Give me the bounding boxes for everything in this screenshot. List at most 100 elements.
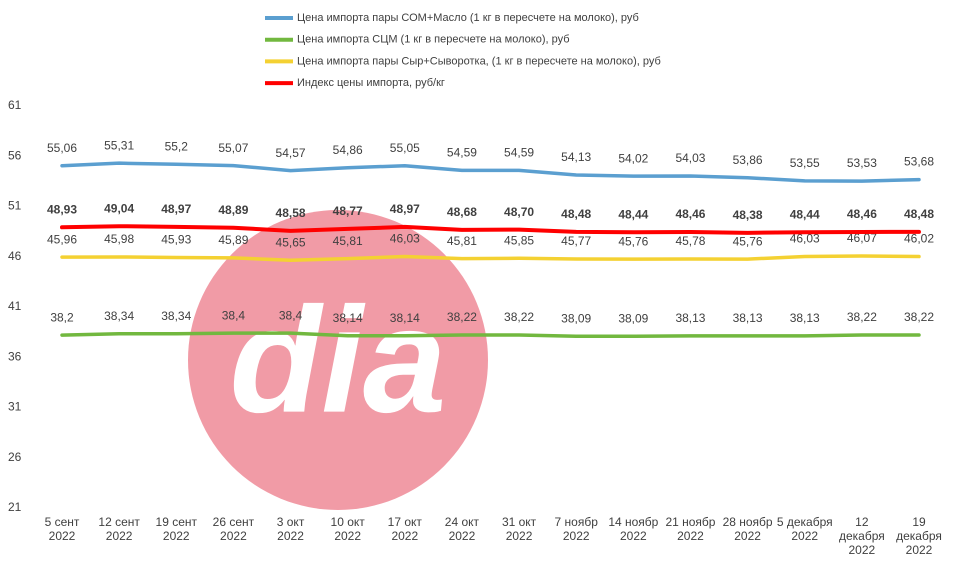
value-label: 48,38 xyxy=(733,208,763,222)
x-tick-line: 2022 xyxy=(334,529,361,543)
x-tick-line: 19 сент xyxy=(156,515,198,529)
x-tick-line: 31 окт xyxy=(502,515,537,529)
x-tick-line: 2022 xyxy=(620,529,647,543)
x-tick-label: 17 окт 2022 xyxy=(388,515,423,543)
x-tick-line: декабря xyxy=(896,529,942,543)
value-label: 48,97 xyxy=(161,202,191,216)
value-label: 46,07 xyxy=(847,231,877,245)
x-tick-line: декабря xyxy=(839,529,885,543)
x-tick-line: 2022 xyxy=(906,543,933,557)
value-label: 38,09 xyxy=(561,311,591,325)
x-tick-label: 31 окт 2022 xyxy=(502,515,537,543)
y-tick-label: 41 xyxy=(8,299,22,313)
value-label: 48,97 xyxy=(390,202,420,216)
x-tick-label: 10 окт 2022 xyxy=(331,515,366,543)
x-tick-line: 10 окт xyxy=(331,515,366,529)
value-label: 45,93 xyxy=(161,233,191,247)
value-label: 55,05 xyxy=(390,141,420,155)
y-tick-label: 46 xyxy=(8,249,22,263)
value-label: 55,2 xyxy=(165,139,189,153)
x-tick-label: 14 ноябр 2022 xyxy=(608,515,658,543)
x-tick-label: 12 сент 2022 xyxy=(98,515,140,543)
x-tick-label: 19 декабря 2022 xyxy=(896,515,942,557)
value-label: 54,57 xyxy=(276,146,306,160)
value-label: 38,13 xyxy=(675,311,705,325)
value-label: 38,14 xyxy=(390,311,420,325)
x-tick-line: 2022 xyxy=(220,529,247,543)
x-tick-line: 2022 xyxy=(506,529,533,543)
series-line xyxy=(60,161,921,183)
value-label: 53,86 xyxy=(733,153,763,167)
y-tick-label: 36 xyxy=(8,349,22,363)
legend-label: Цена импорта СЦМ (1 кг в пересчете на мо… xyxy=(297,34,570,46)
x-tick-line: 2022 xyxy=(849,543,876,557)
x-tick-line: 5 декабря xyxy=(777,515,833,529)
value-label: 38,34 xyxy=(104,309,134,323)
x-tick-line: 5 сент xyxy=(45,515,80,529)
x-tick-line: 12 сент xyxy=(98,515,140,529)
value-label: 38,13 xyxy=(733,311,763,325)
x-tick-label: 12 декабря 2022 xyxy=(839,515,885,557)
value-label: 38,22 xyxy=(847,310,877,324)
value-label: 54,59 xyxy=(447,146,477,160)
x-tick-line: 2022 xyxy=(163,529,190,543)
value-label: 54,13 xyxy=(561,150,591,164)
value-label: 48,77 xyxy=(333,204,363,218)
value-label: 38,4 xyxy=(222,308,246,322)
x-tick-label: 28 ноябр 2022 xyxy=(723,515,773,543)
value-label: 54,03 xyxy=(675,151,705,165)
value-label: 38,14 xyxy=(333,311,363,325)
x-tick-line: 2022 xyxy=(277,529,304,543)
value-label: 45,65 xyxy=(276,235,306,249)
value-label: 38,22 xyxy=(447,310,477,324)
value-label: 45,76 xyxy=(618,234,648,248)
x-tick-line: 24 окт xyxy=(445,515,480,529)
watermark-circle xyxy=(188,210,488,510)
y-tick-label: 21 xyxy=(8,500,22,514)
value-label: 55,31 xyxy=(104,138,134,152)
value-label: 38,22 xyxy=(504,310,534,324)
x-tick-label: 19 сент 2022 xyxy=(156,515,198,543)
value-label: 54,86 xyxy=(333,143,363,157)
value-label: 48,70 xyxy=(504,205,534,219)
x-tick-line: 28 ноябр xyxy=(723,515,773,529)
x-tick-line: 2022 xyxy=(49,529,76,543)
y-tick-label: 61 xyxy=(8,98,22,112)
value-label: 38,4 xyxy=(279,308,303,322)
x-tick-line: 2022 xyxy=(563,529,590,543)
value-label: 54,59 xyxy=(504,146,534,160)
x-tick-label: 7 ноябр 2022 xyxy=(555,515,599,543)
value-label: 45,81 xyxy=(447,234,477,248)
x-tick-label: 3 окт 2022 xyxy=(277,515,305,543)
x-tick-line: 2022 xyxy=(677,529,704,543)
y-tick-label: 56 xyxy=(8,148,22,162)
value-label: 53,55 xyxy=(790,156,820,170)
value-label: 45,85 xyxy=(504,233,534,247)
legend-label: Цена импорта пары СОМ+Масло (1 кг в пере… xyxy=(297,12,639,24)
value-label: 48,44 xyxy=(790,207,820,221)
value-label: 46,03 xyxy=(390,232,420,246)
x-tick-line: 26 сент xyxy=(213,515,255,529)
value-label: 48,58 xyxy=(276,206,306,220)
legend-label: Индекс цены импорта, руб/кг xyxy=(297,77,445,89)
x-tick-label: 24 окт 2022 xyxy=(445,515,480,543)
x-tick-line: 2022 xyxy=(106,529,133,543)
x-tick-line: 17 окт xyxy=(388,515,423,529)
value-label: 45,76 xyxy=(733,234,763,248)
value-label: 54,02 xyxy=(618,151,648,165)
value-label: 45,78 xyxy=(675,234,705,248)
value-label: 53,53 xyxy=(847,156,877,170)
x-tick-line: 21 ноябр xyxy=(665,515,715,529)
x-tick-label: 26 сент 2022 xyxy=(213,515,255,543)
x-tick-label: 5 декабря 2022 xyxy=(777,515,833,543)
y-tick-label: 26 xyxy=(8,450,22,464)
value-label: 46,02 xyxy=(904,232,934,246)
value-label: 45,77 xyxy=(561,234,591,248)
series-line xyxy=(60,331,921,338)
value-label: 48,68 xyxy=(447,205,477,219)
watermark-logo: dia xyxy=(230,276,447,444)
legend-label: Цена импорта пары Сыр+Сыворотка, (1 кг в… xyxy=(297,55,661,67)
x-tick-line: 19 xyxy=(912,515,926,529)
value-label: 38,34 xyxy=(161,309,191,323)
